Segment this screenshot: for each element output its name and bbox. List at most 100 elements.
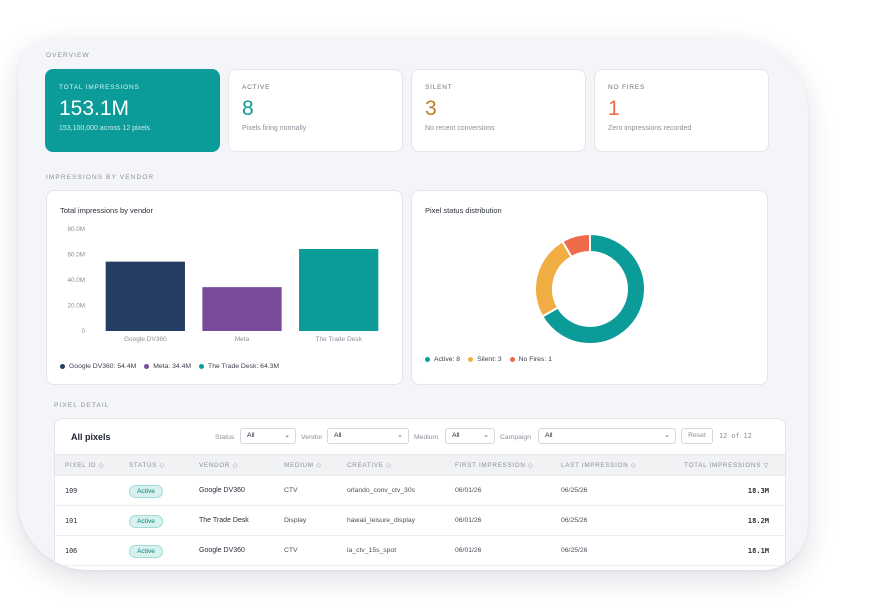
cell-total-impressions: 18.1M — [747, 547, 769, 555]
legend-swatch — [509, 357, 515, 362]
vendor-section-label: IMPRESSIONS BY VENDOR — [46, 174, 155, 181]
legend-label: The Trade Desk: 64.3M — [208, 363, 280, 370]
cell-pixel-id: 106 — [65, 547, 78, 555]
y-tick-label: 60.0M — [67, 252, 85, 259]
status-filter-value: All — [247, 432, 255, 439]
donut-chart — [534, 232, 646, 345]
campaign-filter-label: Campaign — [500, 434, 531, 441]
vendor-filter-select[interactable]: All ⌄ — [327, 428, 409, 444]
cell-medium: CTV — [284, 547, 298, 554]
col-total-impressions[interactable]: TOTAL IMPRESSIONS ▽ — [684, 462, 769, 469]
kpi-no-fires[interactable]: NO FIRES 1 Zero impressions recorded — [594, 69, 769, 152]
kpi-total-impressions[interactable]: TOTAL IMPRESSIONS 153.1M 153,100,000 acr… — [45, 69, 220, 152]
donut-legend: Active: 8 Silent: 3 No Fires: 1 — [425, 356, 552, 363]
cell-creative: hawaii_leisure_display — [347, 517, 416, 524]
cell-vendor: Google DV360 — [199, 547, 245, 554]
status-badge: Active — [129, 515, 163, 528]
legend-item-trade-desk: The Trade Desk: 64.3M — [199, 363, 279, 370]
legend-label: No Fires: 1 — [518, 356, 552, 363]
chevron-down-icon: ⌄ — [664, 432, 670, 439]
x-tick-label: Google DV360 — [124, 336, 167, 343]
legend-item-active: Active: 8 — [425, 356, 460, 363]
status-filter-label: Status — [215, 434, 235, 441]
kpi-silent[interactable]: SILENT 3 No recent conversions — [411, 69, 586, 152]
table-header: PIXEL ID ◇ STATUS ◇ VENDOR ◇ MEDIUM ◇ CR… — [55, 454, 785, 476]
legend-item-google: Google DV360: 54.4M — [60, 363, 136, 370]
kpi-sub: Zero impressions recorded — [608, 125, 692, 132]
kpi-label: SILENT — [425, 84, 453, 91]
cell-first-impression: 06/01/26 — [455, 547, 482, 554]
kpi-sub: Pixels firing normally — [242, 125, 307, 132]
col-medium[interactable]: MEDIUM ◇ — [284, 462, 322, 469]
bar-meta — [202, 287, 282, 331]
legend-swatch — [468, 357, 474, 362]
status-filter-select[interactable]: All ⌄ — [240, 428, 296, 444]
kpi-value: 153.1M — [59, 97, 130, 120]
chevron-down-icon: ⌄ — [284, 432, 290, 439]
cell-medium: Display — [284, 517, 307, 524]
col-creative[interactable]: CREATIVE ◇ — [347, 462, 392, 469]
donut-slice-silent — [534, 240, 573, 318]
pixel-table-card: All pixels Status All ⌄ Vendor All ⌄ Mediu… — [54, 418, 786, 570]
cell-pixel-id: 101 — [65, 517, 78, 525]
campaign-filter-select[interactable]: All ⌄ — [538, 428, 676, 444]
chevron-down-icon: ⌄ — [483, 432, 489, 439]
donut-chart-card: Pixel status distribution Active: 8 Sile… — [411, 190, 768, 385]
donut-slice-no-fires — [561, 232, 591, 259]
cell-vendor: The Trade Desk — [199, 517, 249, 524]
donut-chart-title: Pixel status distribution — [425, 206, 502, 215]
col-status[interactable]: STATUS ◇ — [129, 462, 166, 469]
legend-label: Google DV360: 54.4M — [69, 363, 137, 370]
legend-item-no-fires: No Fires: 1 — [509, 356, 552, 363]
col-vendor[interactable]: VENDOR ◇ — [199, 462, 239, 469]
row-count: 12 of 12 — [719, 432, 752, 440]
cell-creative: orlando_conv_ctv_30s — [347, 487, 416, 494]
overview-section-label: OVERVIEW — [46, 52, 90, 59]
vendor-filter-value: All — [334, 432, 342, 439]
cell-first-impression: 06/01/26 — [455, 517, 482, 524]
legend-swatch — [60, 364, 65, 369]
cell-last-impression: 06/25/26 — [561, 487, 588, 494]
bar-chart-title: Total impressions by vendor — [60, 206, 153, 215]
cell-pixel-id: 109 — [65, 487, 78, 495]
table-toolbar: All pixels Status All ⌄ Vendor All ⌄ Mediu… — [55, 419, 785, 453]
table-row[interactable]: 101 Active The Trade Desk Display hawaii… — [55, 507, 785, 536]
legend-label: Meta: 34.4M — [153, 363, 192, 370]
legend-label: Active: 8 — [434, 356, 461, 363]
bar-google-dv360 — [105, 261, 185, 331]
y-tick-label: 80.0M — [67, 226, 85, 233]
kpi-active[interactable]: ACTIVE 8 Pixels firing normally — [228, 69, 403, 152]
legend-item-silent: Silent: 3 — [468, 356, 502, 363]
table-row[interactable]: 106 Active Google DV360 CTV la_ctv_15s_s… — [55, 537, 785, 566]
dashboard-frame: OVERVIEW TOTAL IMPRESSIONS 153.1M 153,10… — [18, 38, 808, 570]
bar-chart-card: Total impressions by vendor 80.0M 60.0M 40… — [46, 190, 403, 385]
col-pixel-id[interactable]: PIXEL ID ◇ — [65, 462, 105, 469]
status-badge: Active — [129, 485, 163, 498]
pixel-section-label: PIXEL DETAIL — [54, 402, 110, 409]
legend-swatch — [144, 364, 150, 369]
donut-slice-active — [541, 232, 646, 345]
cell-first-impression: 06/01/26 — [455, 487, 482, 494]
kpi-sub: 153,100,000 across 12 pixels — [59, 125, 151, 132]
medium-filter-select[interactable]: All ⌄ — [445, 428, 495, 444]
table-row[interactable]: 109 Active Google DV360 CTV orlando_conv… — [55, 477, 785, 506]
reset-button[interactable]: Reset — [681, 428, 713, 444]
y-tick-label: 40.0M — [67, 277, 85, 284]
kpi-label: TOTAL IMPRESSIONS — [59, 84, 140, 91]
legend-swatch — [425, 357, 430, 362]
medium-filter-label: Medium — [414, 434, 439, 441]
status-badge: Active — [129, 545, 163, 558]
kpi-sub: No recent conversions — [425, 125, 495, 132]
col-first-impression[interactable]: FIRST IMPRESSION ◇ — [455, 462, 534, 469]
bar-the-trade-desk — [299, 249, 379, 331]
medium-filter-value: All — [452, 432, 460, 439]
campaign-filter-value: All — [545, 432, 553, 439]
col-last-impression[interactable]: LAST IMPRESSION ◇ — [561, 462, 637, 469]
y-tick-label: 20.0M — [67, 303, 85, 310]
kpi-label: ACTIVE — [242, 84, 271, 91]
kpi-label: NO FIRES — [608, 84, 646, 91]
cell-vendor: Google DV360 — [199, 487, 245, 494]
kpi-value: 8 — [242, 97, 254, 120]
cell-last-impression: 06/25/26 — [561, 517, 588, 524]
kpi-value: 1 — [608, 97, 620, 120]
